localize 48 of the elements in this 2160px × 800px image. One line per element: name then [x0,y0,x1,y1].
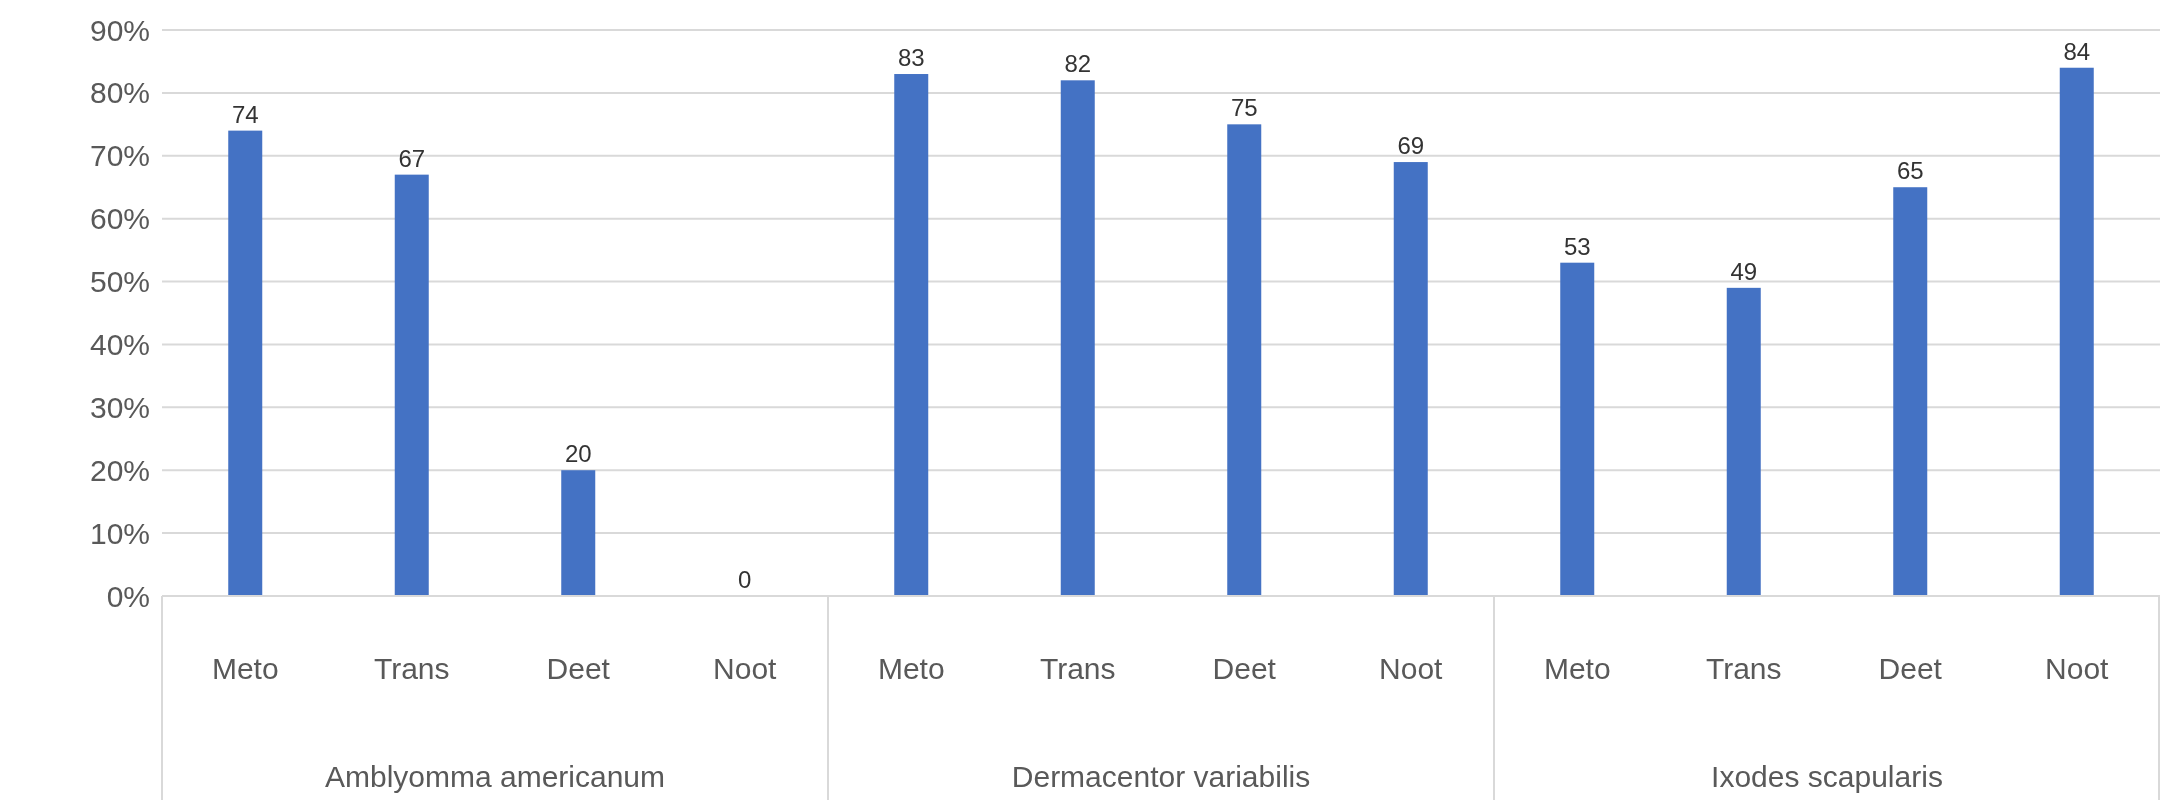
y-tick-label: 40% [89,327,150,361]
data-label: 49 [1730,257,1758,285]
data-label: 0 [738,566,752,593]
data-label: 74 [231,100,259,128]
data-label: 84 [2063,37,2091,65]
bar [1560,262,1595,596]
y-tick-label: 90% [89,13,150,47]
x-tick-label: Trans [373,651,450,685]
data-label: 53 [1563,232,1591,260]
x-tick-label: Noot [713,651,778,685]
text: Ixodes scapularis [1711,759,1943,793]
bar [1393,162,1428,596]
bar [1726,287,1761,596]
x-tick-label: Meto [1543,651,1611,685]
x-tick-label: Deet [1212,651,1277,685]
data-label: 69 [1397,132,1425,160]
y-tick-label: 80% [89,76,150,110]
data-label: 83 [897,44,925,72]
text: Amblyomma americanum [324,759,666,793]
bar [561,470,596,596]
y-tick-label: 30% [89,390,150,424]
x-tick-label: Deet [546,651,611,685]
x-tick-label: Noot [2045,651,2110,685]
y-tick-label: 50% [89,265,150,299]
bar [1227,124,1262,596]
x-tick-label: Trans [1039,651,1116,685]
x-tick-label: Trans [1705,651,1782,685]
bar [2059,67,2094,596]
x-tick-label: Deet [1878,651,1943,685]
x-tick-label: Noot [1379,651,1444,685]
bar [894,74,929,596]
bar [1060,80,1095,596]
y-tick-label: 0% [106,579,150,613]
data-label: 82 [1064,50,1092,78]
bar [394,174,429,596]
y-tick-label: 60% [89,202,150,236]
x-tick-label: Meto [211,651,279,685]
y-tick-label: 70% [89,139,150,173]
y-tick-label: 20% [89,453,150,487]
data-label: 65 [1896,157,1924,185]
bar [228,130,263,596]
bar [1893,187,1928,596]
data-label: 75 [1230,94,1258,122]
x-tick-label: Meto [877,651,945,685]
text: Dermacentor variabilis [1011,759,1311,793]
data-label: 20 [564,440,592,468]
y-tick-label: 10% [89,516,150,550]
data-label: 67 [398,144,426,172]
